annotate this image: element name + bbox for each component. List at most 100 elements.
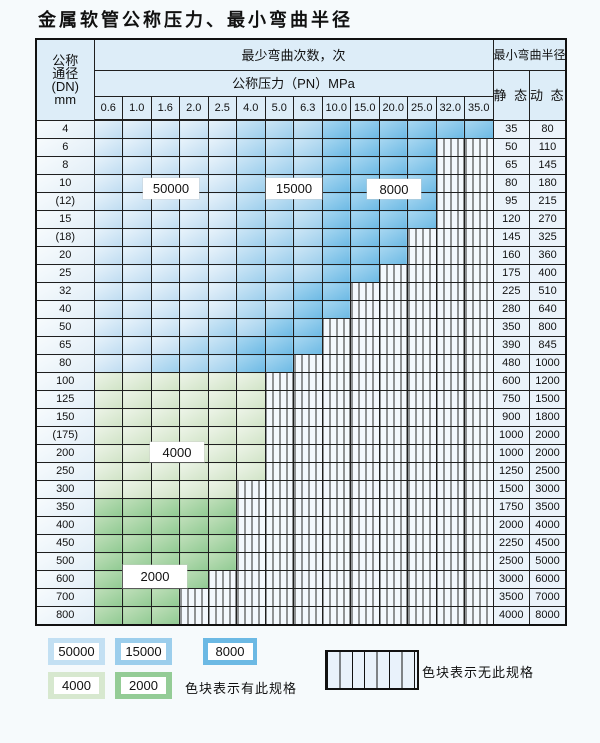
static-radius-cell: 1750 (492, 498, 531, 517)
dn-cell: 400 (35, 516, 95, 535)
dynamic-radius-cell: 110 (529, 138, 567, 157)
no-spec-cell (435, 354, 465, 373)
spec-cell-c2 (207, 534, 237, 553)
static-radius-cell: 120 (492, 210, 531, 229)
spec-cell-c15 (179, 354, 209, 373)
static-radius-cell: 900 (492, 408, 531, 427)
spec-cell-c8 (407, 156, 437, 175)
spec-cell-c50 (207, 282, 237, 301)
spec-cell-c8 (407, 119, 437, 139)
spec-cell-c8 (236, 336, 266, 355)
no-spec-cell (435, 138, 465, 157)
spec-cell-c50 (207, 156, 237, 175)
no-spec-cell (321, 588, 351, 607)
spec-cell-c4 (93, 444, 123, 463)
no-spec-cell (378, 390, 408, 409)
no-spec-cell (464, 444, 494, 463)
no-spec-cell (378, 336, 408, 355)
spec-cell-c50 (179, 300, 209, 319)
spec-cell-c15 (207, 318, 237, 337)
table-area: 公称 通径 (DN) mm 最少弯曲次数，次 最小弯曲半径 公称压力（PN）MP… (35, 38, 568, 626)
no-spec-cell (293, 498, 323, 517)
no-spec-cell (435, 534, 465, 553)
dynamic-radius-cell: 1200 (529, 372, 567, 391)
spec-cell-c15 (293, 138, 323, 157)
no-spec-cell (378, 570, 408, 589)
dn-cell: 32 (35, 282, 95, 301)
no-spec-cell (236, 498, 266, 517)
dynamic-radius-cell: 800 (529, 318, 567, 337)
spec-cell-c8 (378, 246, 408, 265)
no-spec-cell (293, 534, 323, 553)
dn-cell: 20 (35, 246, 95, 265)
no-spec-cell (435, 390, 465, 409)
static-radius-cell: 1000 (492, 444, 531, 463)
dn-cell: 6 (35, 138, 95, 157)
static-radius-cell: 4000 (492, 606, 531, 626)
no-spec-cell (407, 462, 437, 481)
table-row: (18) 145 325 (35, 228, 567, 247)
table-row: 350 1750 3500 (35, 498, 567, 517)
static-radius-cell: 50 (492, 138, 531, 157)
no-spec-cell (407, 516, 437, 535)
no-spec-cell (407, 354, 437, 373)
no-spec-cell (350, 606, 380, 626)
spec-cell-c8 (236, 354, 266, 373)
no-spec-cell (435, 246, 465, 265)
dn-cell: 200 (35, 444, 95, 463)
header-radius: 最小弯曲半径 (492, 38, 567, 71)
no-spec-cell (350, 552, 380, 571)
spec-cell-c50 (150, 138, 180, 157)
dynamic-radius-cell: 640 (529, 300, 567, 319)
no-spec-cell (464, 300, 494, 319)
static-radius-cell: 600 (492, 372, 531, 391)
spec-cell-c4 (150, 462, 180, 481)
table-row: 32 225 510 (35, 282, 567, 301)
spec-cell-c4 (93, 372, 123, 391)
no-spec-cell (435, 210, 465, 229)
spec-cell-c50 (150, 300, 180, 319)
pressure-cycles-table: 公称 通径 (DN) mm 最少弯曲次数，次 最小弯曲半径 公称压力（PN）MP… (35, 38, 568, 626)
dn-cell: 65 (35, 336, 95, 355)
no-spec-cell (321, 354, 351, 373)
spec-cell-c4 (179, 372, 209, 391)
no-spec-cell (264, 498, 294, 517)
no-spec-cell (236, 588, 266, 607)
no-spec-cell (378, 606, 408, 626)
no-spec-cell (464, 174, 494, 193)
dynamic-radius-cell: 4500 (529, 534, 567, 553)
no-spec-cell (264, 372, 294, 391)
spec-cell-c8 (350, 138, 380, 157)
spec-cell-c4 (150, 390, 180, 409)
spec-cell-c4 (207, 480, 237, 499)
static-radius-cell: 480 (492, 354, 531, 373)
table-row: 200 1000 2000 (35, 444, 567, 463)
no-spec-cell (350, 480, 380, 499)
no-spec-cell (350, 570, 380, 589)
dn-cell: 800 (35, 606, 95, 626)
header-pressure-value: 2.0 (179, 96, 209, 121)
spec-cell-c8 (435, 119, 465, 139)
no-spec-cell (350, 498, 380, 517)
no-spec-cell (264, 516, 294, 535)
spec-cell-c50 (122, 228, 152, 247)
dn-cell: 8 (35, 156, 95, 175)
table-row: 500 2500 5000 (35, 552, 567, 571)
spec-cell-c50 (179, 119, 209, 139)
spec-cell-c50 (93, 354, 123, 373)
spec-cell-c8 (321, 282, 351, 301)
spec-cell-c15 (207, 354, 237, 373)
table-row: 8 65 145 (35, 156, 567, 175)
spec-cell-c8 (321, 156, 351, 175)
no-spec-cell (236, 606, 266, 626)
header-pressure-value: 2.5 (207, 96, 237, 121)
no-spec-cell (378, 516, 408, 535)
no-spec-cell (293, 552, 323, 571)
table-row: 125 750 1500 (35, 390, 567, 409)
spec-cell-c50 (150, 246, 180, 265)
header-dynamic: 动 态 (529, 70, 567, 121)
header-row-2: 公称压力（PN）MPa 静 态 动 态 (36, 70, 567, 121)
spec-cell-c4 (122, 444, 152, 463)
legend-swatch-label: 2000 (121, 677, 166, 694)
spec-cell-c4 (93, 462, 123, 481)
